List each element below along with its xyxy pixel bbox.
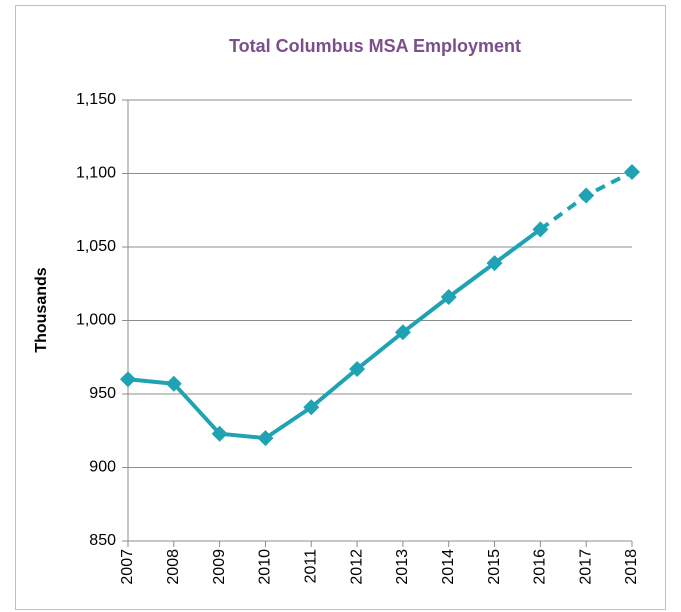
x-tick-label: 2018 xyxy=(623,549,640,585)
x-tick-label: 2012 xyxy=(348,549,365,585)
y-axis-label: Thousands xyxy=(33,267,50,352)
y-tick-label: 1,050 xyxy=(76,238,116,255)
y-tick-label: 900 xyxy=(89,459,116,476)
x-tick-label: 2017 xyxy=(577,549,594,585)
x-tick-label: 2015 xyxy=(486,549,503,585)
marker xyxy=(578,187,595,204)
y-tick-label: 1,000 xyxy=(76,312,116,329)
marker xyxy=(349,361,366,378)
x-tick-label: 2007 xyxy=(119,549,136,585)
x-tick-label: 2013 xyxy=(394,549,411,585)
chart-border xyxy=(15,5,666,610)
marker xyxy=(165,375,182,392)
marker xyxy=(211,425,228,442)
marker xyxy=(394,324,411,341)
x-tick-label: 2008 xyxy=(165,549,182,585)
marker xyxy=(624,164,640,181)
marker xyxy=(257,430,274,447)
marker xyxy=(440,288,457,305)
y-tick-label: 850 xyxy=(89,532,116,549)
marker xyxy=(532,221,549,238)
x-tick-label: 2010 xyxy=(257,549,274,585)
chart-title: Total Columbus MSA Employment xyxy=(229,36,521,56)
x-tick-label: 2014 xyxy=(440,549,457,585)
marker xyxy=(486,255,503,272)
x-tick-label: 2016 xyxy=(532,549,549,585)
line-actual xyxy=(127,227,542,441)
x-tick-label: 2009 xyxy=(211,549,228,585)
y-tick-label: 1,100 xyxy=(76,165,116,182)
y-tick-label: 950 xyxy=(89,385,116,402)
x-tick-label: 2011 xyxy=(302,549,319,584)
marker xyxy=(303,399,320,416)
marker xyxy=(120,371,136,388)
y-tick-label: 1,150 xyxy=(76,91,116,108)
